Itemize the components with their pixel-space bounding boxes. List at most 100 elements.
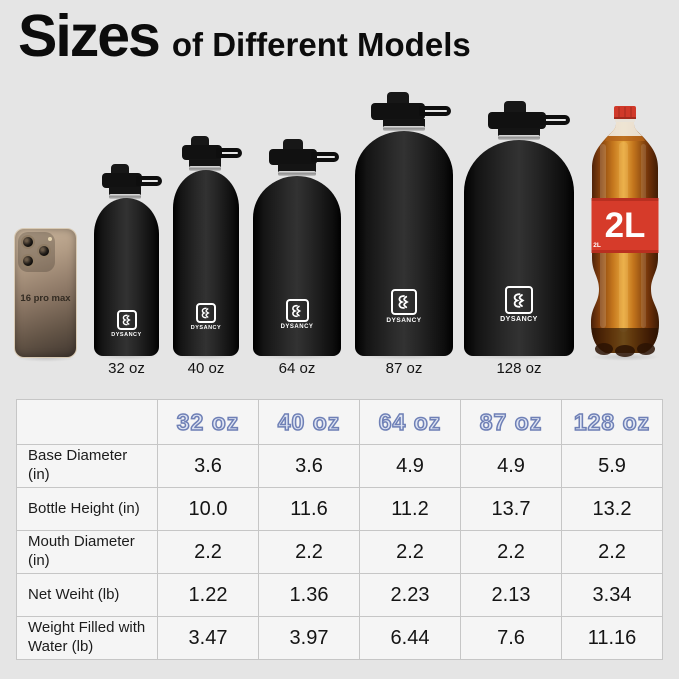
bottle-cap-handle	[136, 176, 162, 186]
spec-header-row: 32 oz 40 oz 64 oz 87 oz 128 oz	[16, 399, 663, 445]
bottle-steel-ring	[498, 135, 540, 140]
spec-value: 2.2	[359, 530, 461, 574]
spec-value: 2.2	[157, 530, 259, 574]
col-header-32oz: 32 oz	[157, 399, 259, 445]
row-label: Weight Filled with Water (lb)	[16, 616, 158, 660]
size-label-87oz: 87 oz	[385, 360, 423, 377]
bottle-87oz: DYSANCY	[355, 92, 453, 356]
size-label-32oz: 32 oz	[108, 360, 145, 377]
camera-lens-icon	[21, 235, 35, 249]
table-row-net-weight: Net Weiht (lb) 1.22 1.36 2.23 2.13 3.34	[16, 573, 663, 617]
bottle-cap-lid	[371, 103, 425, 120]
bottle-40oz: DYSANCY	[173, 136, 242, 356]
bottle-cap-spout	[283, 139, 303, 151]
spec-value: 7.6	[460, 616, 562, 660]
row-label: Base Diameter (in)	[16, 444, 158, 488]
bottle-steel-ring	[383, 126, 425, 131]
bottle-neck	[498, 128, 540, 136]
bottle-64oz: DYSANCY	[253, 139, 341, 356]
soda-bottle-2l: 2L 2L	[591, 106, 659, 357]
brand-logo-text: DYSANCY	[280, 324, 314, 330]
spec-value: 4.9	[359, 444, 461, 488]
col-header-40oz: 40 oz	[258, 399, 360, 445]
bottle-neck	[189, 159, 221, 167]
brand-logo-text: DYSANCY	[500, 316, 538, 323]
spec-value: 13.7	[460, 487, 562, 531]
bottle-body	[253, 176, 341, 356]
bottle-cap-handle	[216, 148, 242, 158]
col-header-87oz: 87 oz	[460, 399, 562, 445]
phone-label: 16 pro max	[20, 293, 71, 304]
col-header-64oz: 64 oz	[359, 399, 461, 445]
spec-value: 2.2	[561, 530, 663, 574]
size-label-128oz: 128 oz	[496, 360, 542, 377]
brand-logo-icon	[391, 289, 417, 315]
spec-value: 11.2	[359, 487, 461, 531]
row-label: Mouth Diameter (in)	[16, 530, 158, 574]
spec-value: 3.34	[561, 573, 663, 617]
spec-value: 1.36	[258, 573, 360, 617]
bottle-neck	[383, 119, 425, 127]
bottle-cap-spout	[387, 92, 409, 105]
brand-logo: DYSANCY	[464, 286, 574, 323]
soda-neck	[608, 119, 642, 136]
soda-label-band	[591, 198, 659, 253]
camera-flash-icon	[48, 237, 52, 241]
spec-value: 5.9	[561, 444, 663, 488]
table-row-base-diameter: Base Diameter (in) 3.6 3.6 4.9 4.9 5.9	[16, 444, 663, 488]
bottle-neck	[278, 164, 316, 172]
size-label-64oz: 64 oz	[278, 360, 316, 377]
brand-logo-text: DYSANCY	[190, 325, 222, 331]
bottle-steel-ring	[109, 194, 141, 199]
brand-logo: DYSANCY	[173, 303, 239, 331]
brand-logo: DYSANCY	[94, 310, 159, 338]
spec-value: 4.9	[460, 444, 562, 488]
spec-value: 13.2	[561, 487, 663, 531]
brand-logo-icon	[196, 303, 216, 323]
spec-value: 11.16	[561, 616, 663, 660]
spec-value: 11.6	[258, 487, 360, 531]
soda-volume-label-small: 2L	[593, 242, 601, 249]
brand-logo-icon	[505, 286, 533, 314]
spec-table: 32 oz 40 oz 64 oz 87 oz 128 oz Base Diam…	[16, 399, 663, 660]
row-label: Net Weiht (lb)	[16, 573, 158, 617]
spec-value: 1.22	[157, 573, 259, 617]
table-row-bottle-height: Bottle Height (in) 10.0 11.6 11.2 13.7 1…	[16, 487, 663, 531]
spec-value: 2.2	[258, 530, 360, 574]
bottle-neck	[109, 187, 141, 195]
bottle-cap-handle	[311, 152, 339, 162]
shadow	[175, 352, 237, 360]
bottle-body	[464, 140, 574, 356]
shadow	[590, 353, 660, 361]
spec-value: 2.2	[460, 530, 562, 574]
product-lineup: 16 pro max DYSANCY	[14, 92, 660, 377]
brand-logo-text: DYSANCY	[386, 317, 422, 324]
bottle-cap-lid	[269, 149, 317, 165]
bottle-32oz: DYSANCY	[94, 164, 162, 356]
shadow	[96, 352, 158, 360]
spec-corner-cell	[16, 399, 158, 445]
title-sub: of Different Models	[171, 26, 471, 63]
bottle-cap-handle	[540, 115, 570, 125]
spec-value: 3.97	[258, 616, 360, 660]
bottle-body	[173, 170, 239, 356]
spec-value: 2.23	[359, 573, 461, 617]
table-row-weight-filled: Weight Filled with Water (lb) 3.47 3.97 …	[16, 616, 663, 660]
shadow	[256, 352, 338, 360]
bottle-steel-ring	[278, 171, 316, 176]
shadow	[16, 354, 76, 362]
shadow	[358, 352, 450, 360]
bottle-cap-spout	[504, 101, 526, 114]
soda-volume-label: 2L	[605, 206, 646, 245]
page-title: Sizes of Different Models	[18, 2, 471, 70]
bottle-128oz: DYSANCY	[464, 101, 574, 356]
shadow	[467, 352, 571, 360]
col-header-128oz: 128 oz	[561, 399, 663, 445]
bottle-body	[355, 131, 453, 356]
bottle-cap-lid	[182, 145, 222, 160]
table-row-mouth-diameter: Mouth Diameter (in) 2.2 2.2 2.2 2.2 2.2	[16, 530, 663, 574]
spec-value: 3.47	[157, 616, 259, 660]
size-label-40oz: 40 oz	[187, 360, 225, 377]
spec-value: 3.6	[258, 444, 360, 488]
